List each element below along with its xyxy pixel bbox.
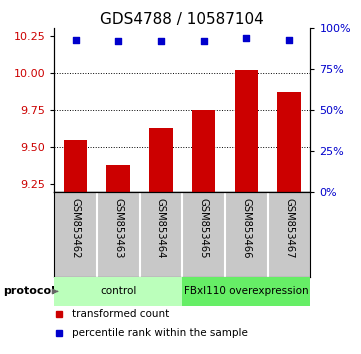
Text: GSM853465: GSM853465 bbox=[199, 198, 209, 258]
Point bbox=[158, 39, 164, 44]
Point bbox=[286, 37, 292, 42]
Bar bbox=[235, 70, 258, 192]
Point bbox=[243, 35, 249, 41]
Text: control: control bbox=[100, 286, 136, 296]
Text: protocol: protocol bbox=[3, 286, 55, 296]
Text: GSM853467: GSM853467 bbox=[284, 198, 294, 258]
Bar bbox=[64, 140, 87, 192]
Text: FBxl110 overexpression: FBxl110 overexpression bbox=[184, 286, 309, 296]
Point bbox=[73, 37, 78, 42]
Text: GSM853464: GSM853464 bbox=[156, 198, 166, 258]
Bar bbox=[182, 277, 310, 306]
Bar bbox=[277, 92, 301, 192]
Text: percentile rank within the sample: percentile rank within the sample bbox=[72, 328, 248, 338]
Title: GDS4788 / 10587104: GDS4788 / 10587104 bbox=[100, 12, 264, 27]
Bar bbox=[192, 110, 216, 192]
Bar bbox=[106, 165, 130, 192]
Text: GSM853466: GSM853466 bbox=[242, 198, 251, 258]
Bar bbox=[149, 128, 173, 192]
Point bbox=[115, 39, 121, 44]
Point bbox=[201, 39, 206, 44]
Bar bbox=[54, 277, 182, 306]
Text: GSM853463: GSM853463 bbox=[113, 198, 123, 258]
Text: transformed count: transformed count bbox=[72, 309, 169, 319]
Text: GSM853462: GSM853462 bbox=[70, 198, 81, 258]
